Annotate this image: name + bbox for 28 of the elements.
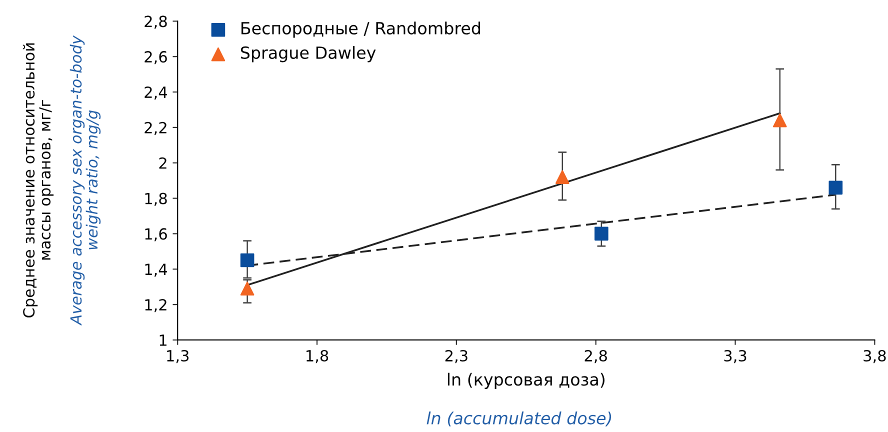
legend-label: Sprague Dawley (240, 46, 376, 62)
x-tick-label: 3,8 (864, 350, 886, 364)
y-tick-label: 1,8 (145, 192, 167, 206)
point (555, 170, 570, 184)
point (828, 180, 843, 195)
point (240, 282, 254, 296)
x-axis-title: ln (курсовая доза) (448, 372, 604, 389)
text: Среднее значение относительной массы органов, мг/г (22, 43, 54, 318)
y-tick-label: 2,8 (144, 16, 167, 29)
x-tick-label: 2,3 (445, 350, 468, 364)
y-tick-label: 1 (160, 334, 166, 346)
y-tick-label: 1,2 (145, 299, 166, 312)
x-tick-label: 1,3 (167, 350, 189, 364)
y-tick-label: 2,4 (144, 86, 168, 100)
text: ln (accumulated dose) (426, 412, 612, 426)
y-tick-label: 2 (159, 157, 166, 169)
x-tick-label: 2,8 (584, 350, 607, 364)
point (772, 113, 787, 128)
x-tick-label: 1,8 (306, 350, 328, 364)
legend-label: Беспородные / Randombred (242, 22, 480, 38)
y-tick-label: 1,6 (145, 228, 167, 242)
point (240, 253, 254, 268)
y-tick-label: 2,6 (144, 51, 167, 64)
point (594, 226, 608, 241)
y-tick-label: 1,4 (145, 264, 168, 277)
text: Average accessory sex organ-to-body weight ratio, mg/g (70, 35, 101, 326)
x-tick-label: 3,3 (724, 350, 746, 364)
y-tick-label: 2,2 (144, 122, 166, 136)
